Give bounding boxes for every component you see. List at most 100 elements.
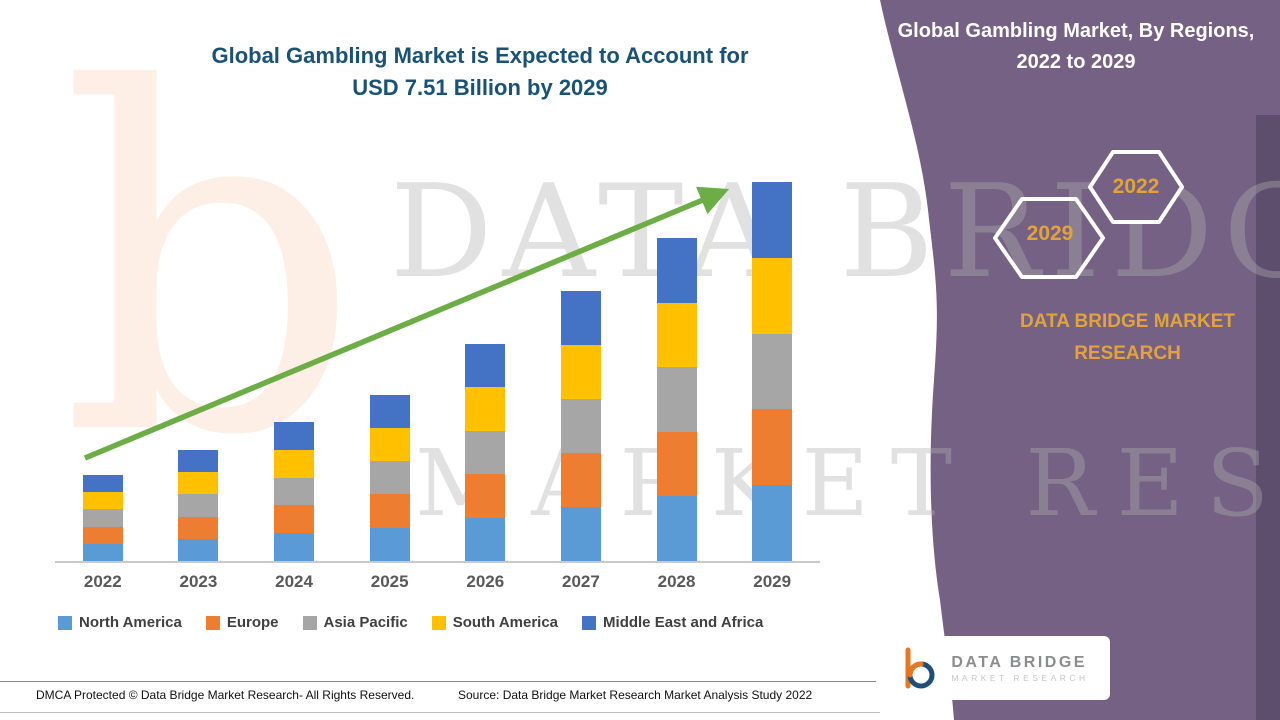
bar-segment-south-america <box>82 492 123 510</box>
bar-segment-asia-pacific <box>752 333 793 410</box>
bar-segment-europe <box>82 526 123 544</box>
hexagon-badges <box>993 150 1184 279</box>
bottom-border <box>0 712 880 713</box>
bar-segment-south-america <box>178 472 219 495</box>
legend-label-asia-pacific: Asia Pacific <box>323 614 408 631</box>
bar-segment-south-america <box>274 449 315 478</box>
bar-cell-2025 <box>342 180 438 561</box>
legend-label-north-america: North America <box>79 614 182 631</box>
stacked-bar-2026 <box>465 344 506 561</box>
stacked-bar-2029 <box>752 182 793 561</box>
bar-segment-south-america <box>752 257 793 334</box>
side-panel-shape <box>880 0 1280 720</box>
bar-segment-south-america <box>369 427 410 462</box>
x-axis-label-2024: 2024 <box>275 572 313 591</box>
legend-label-south-america: South America <box>452 614 559 631</box>
bar-segment-middle-east-and-africa <box>274 422 315 450</box>
bar-segment-europe <box>560 453 601 507</box>
stacked-bar-2025 <box>369 394 410 561</box>
x-axis-label-2025: 2025 <box>370 572 409 591</box>
bar-segment-europe <box>274 505 315 534</box>
bar-segment-north-america <box>82 543 123 561</box>
legend-label-europe: Europe <box>226 614 279 631</box>
bar-cell-2024 <box>246 180 342 561</box>
legend-item-europe: Europe <box>205 614 279 631</box>
bar-segment-asia-pacific <box>465 430 506 475</box>
stacked-bar-2024 <box>274 422 315 561</box>
bar-segment-asia-pacific <box>82 509 123 527</box>
bar-cell-2022 <box>55 180 151 561</box>
stacked-bar-2022 <box>82 475 123 561</box>
legend-item-asia-pacific: Asia Pacific <box>302 614 408 631</box>
bar-segment-south-america <box>465 387 506 431</box>
legend-swatch-south-america <box>431 615 446 630</box>
bar-segment-europe <box>656 431 697 497</box>
stacked-bar-2027 <box>560 291 601 561</box>
legend-swatch-europe <box>205 615 220 630</box>
bar-segment-north-america <box>465 517 506 561</box>
bar-segment-middle-east-and-africa <box>656 238 697 303</box>
side-panel-heading-line1: Global Gambling Market, By Regions, <box>897 20 1255 42</box>
x-axis-label-2023: 2023 <box>179 572 218 591</box>
bar-segment-europe <box>752 409 793 486</box>
bar-segment-south-america <box>656 302 697 368</box>
bar-segment-middle-east-and-africa <box>369 394 410 428</box>
legend-swatch-north-america <box>58 615 72 630</box>
bar-segment-asia-pacific <box>178 494 219 517</box>
x-axis-label-2022: 2022 <box>83 572 122 591</box>
logo-tagline: MARKET RESEARCH <box>951 672 1089 683</box>
side-panel-heading: Global Gambling Market, By Regions, 2022… <box>880 16 1272 78</box>
bar-segment-asia-pacific <box>274 477 315 506</box>
bar-segment-europe <box>369 494 410 528</box>
bar-segment-north-america <box>560 507 601 561</box>
bar-segment-asia-pacific <box>369 461 410 495</box>
chart-legend: North America Europe Asia Pacific South Ame… <box>58 614 763 631</box>
logo-b-icon <box>905 647 935 689</box>
bar-segment-middle-east-and-africa <box>178 450 219 473</box>
bar-segment-north-america <box>656 496 697 561</box>
bar-segment-north-america <box>752 485 793 561</box>
bar-segment-asia-pacific <box>656 367 697 432</box>
legend-item-south-america: South America <box>431 614 559 631</box>
bar-segment-middle-east-and-africa <box>82 475 123 493</box>
chart-title-line2: USD 7.51 Billion by 2029 <box>352 74 608 100</box>
chart-title-line1: Global Gambling Market is Expected to Ac… <box>211 43 749 68</box>
bar-segment-north-america <box>178 538 219 561</box>
stacked-bar-2028 <box>656 238 697 561</box>
footer-divider <box>0 681 880 682</box>
bar-cell-2023 <box>151 180 247 561</box>
x-axis-label-2028: 2028 <box>657 572 696 591</box>
bar-segment-middle-east-and-africa <box>560 291 601 345</box>
bar-segment-europe <box>178 516 219 539</box>
chart-title: Global Gambling Market is Expected to Ac… <box>170 40 790 104</box>
bar-segment-asia-pacific <box>560 399 601 453</box>
legend-label-middle-east-and-africa: Middle East and Africa <box>603 614 764 631</box>
bar-segment-south-america <box>560 345 601 399</box>
stacked-bar-chart <box>55 180 820 563</box>
side-panel-heading-line2: 2022 to 2029 <box>1016 51 1136 73</box>
bar-cell-2029 <box>724 180 820 561</box>
bar-cell-2028 <box>629 180 725 561</box>
company-logo: DATA BRIDGE MARKET RESEARCH <box>876 636 1110 700</box>
bar-segment-north-america <box>369 527 410 561</box>
bar-cell-2027 <box>533 180 629 561</box>
source-note: Source: Data Bridge Market Research Mark… <box>458 688 813 702</box>
x-axis-labels: 2022 2023 2024 2025 2026 2027 2028 2029 <box>55 572 820 592</box>
brand-text: DATA BRIDGE MARKET RESEARCH <box>1020 311 1235 365</box>
legend-swatch-middle-east-and-africa <box>582 615 597 630</box>
bar-segment-europe <box>465 474 506 518</box>
bar-cell-2026 <box>438 180 534 561</box>
bar-segment-middle-east-and-africa <box>752 182 793 258</box>
logo-name: DATA BRIDGE <box>951 653 1087 671</box>
legend-item-north-america: North America <box>58 614 182 631</box>
bar-segment-north-america <box>274 533 315 561</box>
stacked-bar-2023 <box>178 450 219 561</box>
x-axis-label-2026: 2026 <box>466 572 505 591</box>
bar-segment-middle-east-and-africa <box>465 344 506 388</box>
hexagon-label-2022: 2022 <box>1112 175 1160 198</box>
legend-item-middle-east-and-africa: Middle East and Africa <box>582 614 763 631</box>
dmca-notice: DMCA Protected © Data Bridge Market Rese… <box>36 688 415 702</box>
x-axis-label-2027: 2027 <box>562 572 600 591</box>
x-axis-label-2029: 2029 <box>753 572 792 591</box>
